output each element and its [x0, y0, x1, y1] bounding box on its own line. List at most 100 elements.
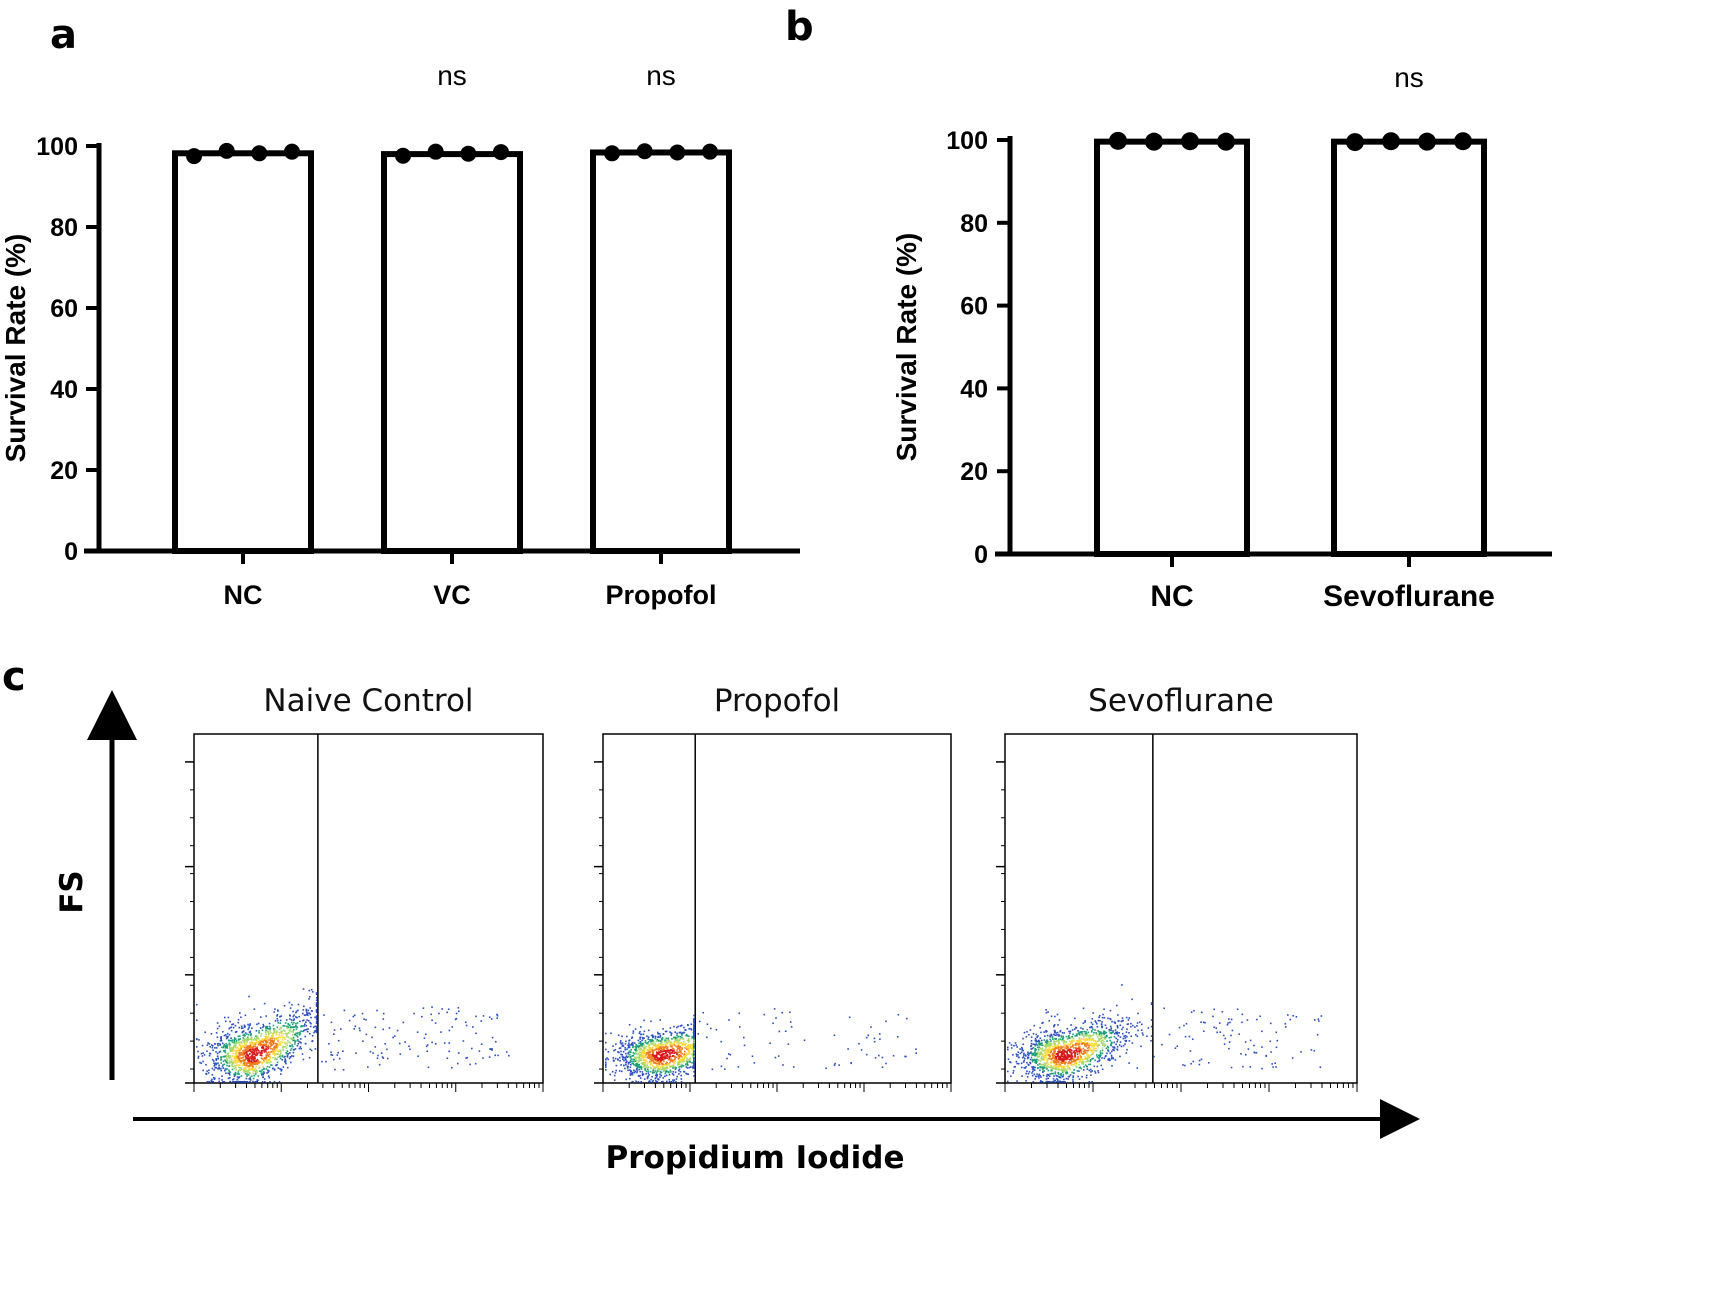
facs-event-dot — [247, 1046, 249, 1049]
facs-event-dot — [1060, 1066, 1063, 1068]
facs-event-dot — [1024, 1054, 1027, 1056]
facs-event-dot — [254, 1054, 257, 1056]
facs-event-dot — [676, 1051, 679, 1054]
facs-event-dot — [1086, 1033, 1089, 1036]
facs-event-dot — [1140, 1023, 1143, 1026]
facs-event-dot — [1054, 1057, 1056, 1059]
pi-axis-label: Propidium Iodide — [606, 1140, 905, 1176]
facs-event-dot — [693, 1039, 695, 1041]
facs-event-dot — [641, 1049, 644, 1052]
facs-event-dot — [1062, 1045, 1065, 1048]
facs-event-dot — [249, 1057, 251, 1060]
facs-event-dot — [1066, 1038, 1069, 1040]
facs-event-dot — [664, 1041, 666, 1043]
facs-event-dot — [234, 1062, 237, 1064]
facs-event-dot — [240, 1067, 242, 1070]
facs-event-dot — [1091, 1053, 1094, 1055]
facs-event-dot — [478, 1050, 481, 1052]
facs-event-dot — [649, 1050, 652, 1053]
facs-event-dot — [279, 1019, 282, 1022]
facs-event-dot — [234, 1045, 237, 1048]
facs-event-dot — [1057, 1055, 1059, 1058]
facs-event-dot — [276, 1038, 278, 1041]
facs-event-dot — [673, 1079, 676, 1081]
facs-event-dot — [252, 1056, 255, 1059]
facs-event-dot — [885, 1020, 887, 1023]
facs-event-dot — [729, 1053, 732, 1056]
facs-event-dot — [292, 1010, 294, 1013]
facs-event-dot — [354, 1025, 357, 1028]
facs-event-dot — [260, 1072, 263, 1074]
facs-event-dot — [1044, 1045, 1046, 1047]
facs-event-dot — [624, 1067, 626, 1070]
facs-event-dot — [1080, 1048, 1082, 1051]
facs-event-dot — [1082, 1059, 1084, 1061]
facs-event-dot — [223, 1049, 225, 1052]
facs-event-dot — [1150, 1025, 1153, 1028]
facs-event-dot — [228, 1056, 230, 1059]
facs-event-dot — [1076, 1070, 1079, 1072]
facs-event-dot — [1037, 1039, 1040, 1042]
facs-event-dot — [1019, 1052, 1022, 1055]
facs-event-dot — [277, 1036, 280, 1039]
facs-event-dot — [1098, 1032, 1101, 1035]
facs-event-dot — [1017, 1056, 1020, 1058]
facs-event-dot — [267, 1054, 270, 1057]
facs-event-dot — [1059, 1076, 1062, 1079]
facs-event-dot — [637, 1061, 640, 1063]
facs-event-dot — [315, 1016, 318, 1019]
facs-event-dot — [649, 1047, 651, 1049]
facs-event-dot — [624, 1047, 627, 1049]
facs-event-dot — [655, 1080, 657, 1082]
facs-event-dot — [642, 1042, 645, 1045]
facs-event-dot — [693, 1071, 695, 1073]
facs-event-dot — [213, 1065, 216, 1067]
facs-event-dot — [1116, 1026, 1119, 1029]
facs-event-dot — [1056, 1013, 1059, 1016]
facs-event-dot — [1058, 1042, 1061, 1044]
facs-event-dot — [1100, 1041, 1103, 1043]
facs-event-dot — [290, 1047, 293, 1050]
facs-event-dot — [662, 1028, 664, 1030]
facs-event-dot — [673, 1036, 676, 1039]
facs-event-dot — [1036, 1036, 1038, 1038]
facs-event-dot — [650, 1055, 653, 1057]
facs-event-dot — [1061, 1069, 1064, 1072]
facs-event-dot — [1122, 1037, 1125, 1040]
facs-event-dot — [384, 1042, 386, 1045]
facs-event-dot — [1049, 1081, 1051, 1083]
facs-event-dot — [1223, 1043, 1226, 1045]
facs-event-dot — [288, 1001, 291, 1004]
facs-event-dot — [296, 1016, 298, 1019]
facs-event-dot — [674, 1066, 676, 1068]
facs-event-dot — [1058, 1057, 1060, 1060]
facs-event-dot — [1032, 1052, 1034, 1055]
facs-event-dot — [693, 1057, 695, 1060]
facs-event-dot — [284, 1022, 287, 1024]
facs-event-dot — [1096, 1022, 1098, 1025]
facs-event-dot — [1043, 1064, 1045, 1066]
facs-event-dot — [1054, 1038, 1057, 1040]
facs-event-dot — [242, 1056, 244, 1059]
b-data-point — [1181, 132, 1199, 151]
facs-event-dot — [298, 1047, 301, 1050]
facs-event-dot — [1088, 1081, 1091, 1083]
facs-event-dot — [618, 1070, 621, 1072]
facs-event-dot — [1038, 1059, 1040, 1061]
facs-event-dot — [263, 1078, 266, 1080]
facs-event-dot — [1064, 1046, 1067, 1049]
facs-event-dot — [1244, 1053, 1247, 1056]
facs-event-dot — [222, 1060, 225, 1063]
facs-event-dot — [1085, 1042, 1087, 1045]
facs-event-dot — [665, 1062, 667, 1065]
facs-event-dot — [1035, 1053, 1037, 1055]
facs-event-dot — [1058, 1034, 1060, 1037]
facs-event-dot — [1117, 1034, 1120, 1037]
facs-event-dot — [250, 1041, 253, 1043]
facs-event-dot — [238, 1076, 241, 1078]
facs-event-dot — [664, 1051, 667, 1054]
facs-event-dot — [1103, 1033, 1105, 1036]
facs-event-dot — [264, 1031, 267, 1034]
facs-event-dot — [1228, 1018, 1230, 1020]
facs-event-dot — [1071, 1029, 1074, 1031]
